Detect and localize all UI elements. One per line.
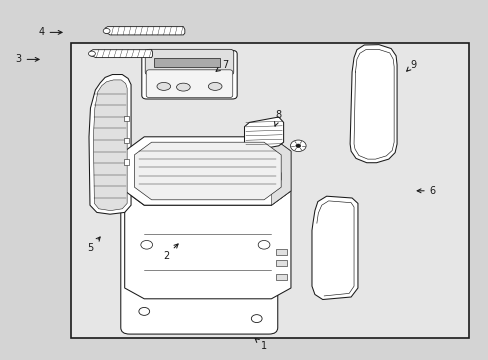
Text: 3: 3 [16,54,39,64]
Circle shape [290,140,305,152]
Text: 8: 8 [274,110,281,126]
FancyBboxPatch shape [121,199,277,334]
Polygon shape [105,27,184,35]
Text: 9: 9 [406,60,415,71]
Polygon shape [90,50,152,58]
Circle shape [295,144,300,148]
Polygon shape [271,137,290,205]
Circle shape [88,51,95,56]
Polygon shape [93,80,127,211]
Ellipse shape [176,83,190,91]
Bar [276,274,286,280]
Bar [276,249,286,255]
Ellipse shape [208,82,222,90]
Bar [124,116,129,121]
FancyBboxPatch shape [142,50,237,99]
Circle shape [103,28,110,33]
Bar [154,58,220,67]
Bar [124,138,129,143]
FancyBboxPatch shape [145,49,233,75]
Text: 4: 4 [39,27,62,37]
Polygon shape [244,117,283,151]
Bar [124,159,129,165]
Text: 1: 1 [255,338,266,351]
Polygon shape [89,75,131,214]
Text: 2: 2 [163,244,178,261]
FancyBboxPatch shape [146,70,232,98]
Polygon shape [124,137,290,205]
Text: 6: 6 [416,186,435,196]
Polygon shape [124,191,290,299]
Text: 7: 7 [216,60,227,71]
Bar [276,260,286,266]
Text: 5: 5 [87,237,100,253]
Bar [71,43,468,338]
Ellipse shape [157,82,170,90]
Polygon shape [349,45,396,163]
Polygon shape [134,142,281,200]
Polygon shape [311,196,357,300]
